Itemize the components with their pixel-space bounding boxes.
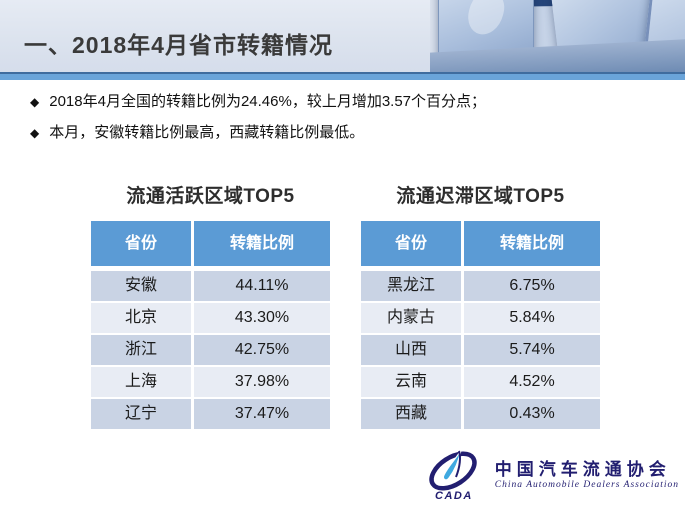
ratio-cell: 42.75% [194, 335, 330, 365]
table-title: 流通活跃区域TOP5 [126, 186, 295, 207]
province-cell: 上海 [91, 367, 191, 397]
table-header-row: 省份 转籍比例 [91, 221, 330, 266]
province-cell: 云南 [361, 367, 461, 397]
ratio-cell: 44.11% [194, 271, 330, 301]
table-row: 安徽 44.11% [91, 271, 330, 301]
table-header-row: 省份 转籍比例 [361, 221, 600, 266]
ratio-cell: 43.30% [194, 303, 330, 333]
province-cell: 辽宁 [91, 399, 191, 429]
column-header-province: 省份 [361, 221, 461, 266]
cada-emblem-text: CADA [435, 490, 473, 502]
table-row: 黑龙江 6.75% [361, 271, 600, 301]
table-row: 山西 5.74% [361, 335, 600, 365]
column-header-ratio: 转籍比例 [464, 221, 600, 266]
org-logo: CADA 中国汽车流通协会 China Automobile Dealers A… [423, 447, 679, 503]
ratio-cell: 37.98% [194, 367, 330, 397]
table-title: 流通迟滞区域TOP5 [396, 186, 565, 207]
table-row: 辽宁 37.47% [91, 399, 330, 429]
ratio-cell: 5.74% [464, 335, 600, 365]
header-photo-cubes [430, 0, 685, 72]
bullet-text: 本月，安徽转籍比例最高，西藏转籍比例最低。 [49, 124, 365, 142]
table-row: 西藏 0.43% [361, 399, 600, 429]
bullet-text: 2018年4月全国的转籍比例为24.46%，较上月增加3.57个百分点； [49, 93, 487, 110]
table-row: 云南 4.52% [361, 367, 600, 397]
ratio-cell: 5.84% [464, 303, 600, 333]
column-header-ratio: 转籍比例 [194, 221, 330, 266]
column-header-province: 省份 [91, 221, 191, 266]
world-map-texture [464, 0, 508, 39]
slide-header: 一、2018年4月省市转籍情况 [0, 0, 685, 80]
bullet-item: ◆ 本月，安徽转籍比例最高，西藏转籍比例最低。 [30, 123, 660, 143]
org-name-cn: 中国汽车流通协会 [494, 460, 671, 480]
header-accent-bar [0, 72, 685, 80]
ratio-cell: 37.47% [194, 399, 330, 429]
page-title: 一、2018年4月省市转籍情况 [24, 32, 333, 58]
org-name-en: China Automobile Dealers Association [494, 479, 679, 490]
ratio-cell: 4.52% [464, 367, 600, 397]
province-cell: 西藏 [361, 399, 461, 429]
cada-emblem-icon: CADA [429, 449, 477, 502]
province-cell: 北京 [91, 303, 191, 333]
table-active-regions: 流通活跃区域TOP5 省份 转籍比例 安徽 44.11% 北京 43.30% 浙… [91, 181, 330, 431]
data-table: 省份 转籍比例 黑龙江 6.75% 内蒙古 5.84% 山西 5.74% 云南 … [361, 221, 600, 429]
org-logo-text: 中国汽车流通协会 China Automobile Dealers Associ… [495, 460, 679, 490]
data-table: 省份 转籍比例 安徽 44.11% 北京 43.30% 浙江 42.75% 上海… [91, 221, 330, 429]
table-sluggish-regions: 流通迟滞区域TOP5 省份 转籍比例 黑龙江 6.75% 内蒙古 5.84% 山… [361, 181, 600, 431]
ratio-cell: 0.43% [464, 399, 600, 429]
bullet-item: ◆ 2018年4月全国的转籍比例为24.46%，较上月增加3.57个百分点； [30, 92, 660, 112]
province-cell: 安徽 [91, 271, 191, 301]
bullet-list: ◆ 2018年4月全国的转籍比例为24.46%，较上月增加3.57个百分点； ◆… [30, 92, 660, 155]
diamond-bullet-icon: ◆ [30, 95, 40, 109]
province-cell: 黑龙江 [361, 271, 461, 301]
province-cell: 山西 [361, 335, 461, 365]
table-row: 北京 43.30% [91, 303, 330, 333]
table-row: 上海 37.98% [91, 367, 330, 397]
ratio-cell: 6.75% [464, 271, 600, 301]
diamond-bullet-icon: ◆ [30, 126, 40, 141]
table-row: 内蒙古 5.84% [361, 303, 600, 333]
table-row: 浙江 42.75% [91, 335, 330, 365]
province-cell: 内蒙古 [361, 303, 461, 333]
province-cell: 浙江 [91, 335, 191, 365]
